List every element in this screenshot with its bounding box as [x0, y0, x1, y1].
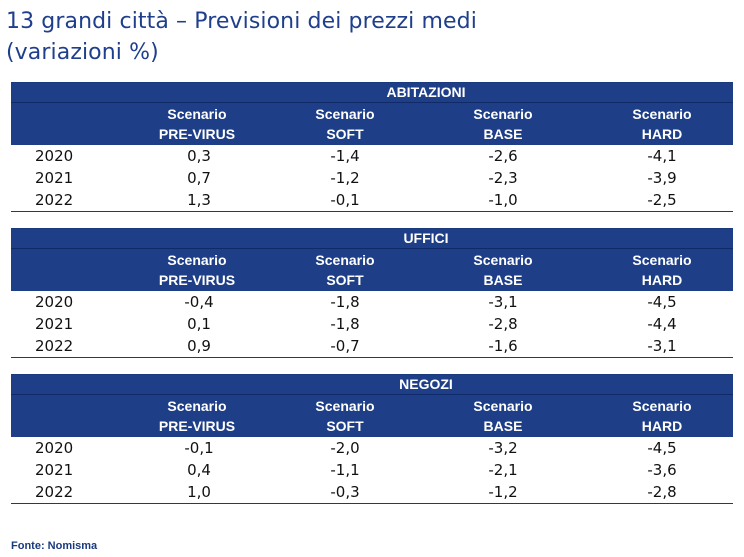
- table-header: ABITAZIONI Scenario PRE-VIRUS Scenario SOF…: [11, 83, 733, 145]
- row-year: 2020: [35, 293, 74, 311]
- cell: -4,5: [647, 293, 677, 311]
- cell: 0,4: [187, 461, 211, 479]
- row-year: 2021: [35, 169, 74, 187]
- section-title: ABITAZIONI: [386, 84, 466, 100]
- cell: 0,9: [187, 337, 211, 355]
- cell: -2,1: [488, 461, 518, 479]
- top-rule: [11, 374, 733, 375]
- cell: -1,4: [330, 147, 360, 165]
- cell: -3,9: [647, 169, 677, 187]
- column-header: Scenario HARD: [632, 106, 692, 142]
- table-negozi: NEGOZI Scenario PRE-VIRUS Scenario SOFT Sc…: [11, 374, 733, 504]
- column-header: Scenario SOFT: [315, 398, 375, 434]
- bottom-rule: [11, 211, 733, 212]
- column-header: Scenario PRE-VIRUS: [158, 398, 236, 434]
- cell: 0,7: [187, 169, 211, 187]
- row-year: 2021: [35, 461, 74, 479]
- title-line-1: 13 grandi città – Previsioni dei prezzi …: [6, 9, 477, 34]
- column-header: Scenario SOFT: [315, 252, 375, 288]
- cell: -2,0: [330, 439, 360, 457]
- cell: 1,0: [187, 483, 211, 501]
- bottom-rule: [11, 357, 733, 358]
- title-line-2: (variazioni %): [6, 40, 159, 65]
- row-year: 2022: [35, 191, 74, 209]
- table-row: 2021 0,4 -1,1 -2,1 -3,6: [11, 459, 733, 481]
- table-row: 2020 -0,4 -1,8 -3,1 -4,5: [11, 291, 733, 313]
- cell: -1,0: [488, 191, 518, 209]
- top-rule: [11, 228, 733, 229]
- cell: -3,6: [647, 461, 677, 479]
- cell: -1,1: [330, 461, 360, 479]
- table-row: 2022 1,3 -0,1 -1,0 -2,5: [11, 189, 733, 211]
- column-header: Scenario HARD: [632, 252, 692, 288]
- column-header: Scenario HARD: [632, 398, 692, 434]
- table-header: NEGOZI Scenario PRE-VIRUS Scenario SOFT Sc…: [11, 375, 733, 437]
- section-title: NEGOZI: [399, 376, 453, 392]
- cell: -4,5: [647, 439, 677, 457]
- cell: -4,4: [647, 315, 677, 333]
- cell: -3,1: [647, 337, 677, 355]
- cell: -2,6: [488, 147, 518, 165]
- table-row: 2021 0,7 -1,2 -2,3 -3,9: [11, 167, 733, 189]
- row-year: 2020: [35, 439, 74, 457]
- cell: -0,1: [184, 439, 214, 457]
- bottom-rule: [11, 503, 733, 504]
- table-row: 2022 1,0 -0,3 -1,2 -2,8: [11, 481, 733, 503]
- source-note: Fonte: Nomisma: [11, 540, 98, 552]
- table-row: 2021 0,1 -1,8 -2,8 -4,4: [11, 313, 733, 335]
- table-row: 2020 -0,1 -2,0 -3,2 -4,5: [11, 437, 733, 459]
- column-header: Scenario PRE-VIRUS: [158, 106, 236, 142]
- cell: -2,5: [647, 191, 677, 209]
- top-rule: [11, 82, 733, 83]
- column-header: Scenario BASE: [473, 398, 533, 434]
- cell: -1,2: [330, 169, 360, 187]
- table-uffici: UFFICI Scenario PRE-VIRUS Scenario SOFT Sc…: [11, 228, 733, 358]
- row-year: 2022: [35, 337, 74, 355]
- cell: -0,3: [330, 483, 360, 501]
- cell: 0,3: [187, 147, 211, 165]
- cell: -1,6: [488, 337, 518, 355]
- table-row: 2020 0,3 -1,4 -2,6 -4,1: [11, 145, 733, 167]
- cell: -3,2: [488, 439, 518, 457]
- column-header: Scenario PRE-VIRUS: [158, 252, 236, 288]
- table-header: UFFICI Scenario PRE-VIRUS Scenario SOFT Sc…: [11, 229, 733, 291]
- cell: 0,1: [187, 315, 211, 333]
- cell: -1,8: [330, 293, 360, 311]
- row-year: 2021: [35, 315, 74, 333]
- cell: -4,1: [647, 147, 677, 165]
- section-title: UFFICI: [403, 230, 449, 246]
- table-abitazioni: ABITAZIONI Scenario PRE-VIRUS Scenario SOF…: [11, 82, 733, 212]
- cell: -2,8: [488, 315, 518, 333]
- cell: 1,3: [187, 191, 211, 209]
- row-year: 2020: [35, 147, 74, 165]
- cell: -1,8: [330, 315, 360, 333]
- cell: -2,3: [488, 169, 518, 187]
- column-header: Scenario SOFT: [315, 106, 375, 142]
- column-header: Scenario BASE: [473, 252, 533, 288]
- table-row: 2022 0,9 -0,7 -1,6 -3,1: [11, 335, 733, 357]
- cell: -3,1: [488, 293, 518, 311]
- row-year: 2022: [35, 483, 74, 501]
- column-header: Scenario BASE: [473, 106, 533, 142]
- cell: -1,2: [488, 483, 518, 501]
- cell: -2,8: [647, 483, 677, 501]
- cell: -0,1: [330, 191, 360, 209]
- cell: -0,4: [184, 293, 214, 311]
- cell: -0,7: [330, 337, 360, 355]
- page-title: 13 grandi città – Previsioni dei prezzi …: [6, 6, 477, 68]
